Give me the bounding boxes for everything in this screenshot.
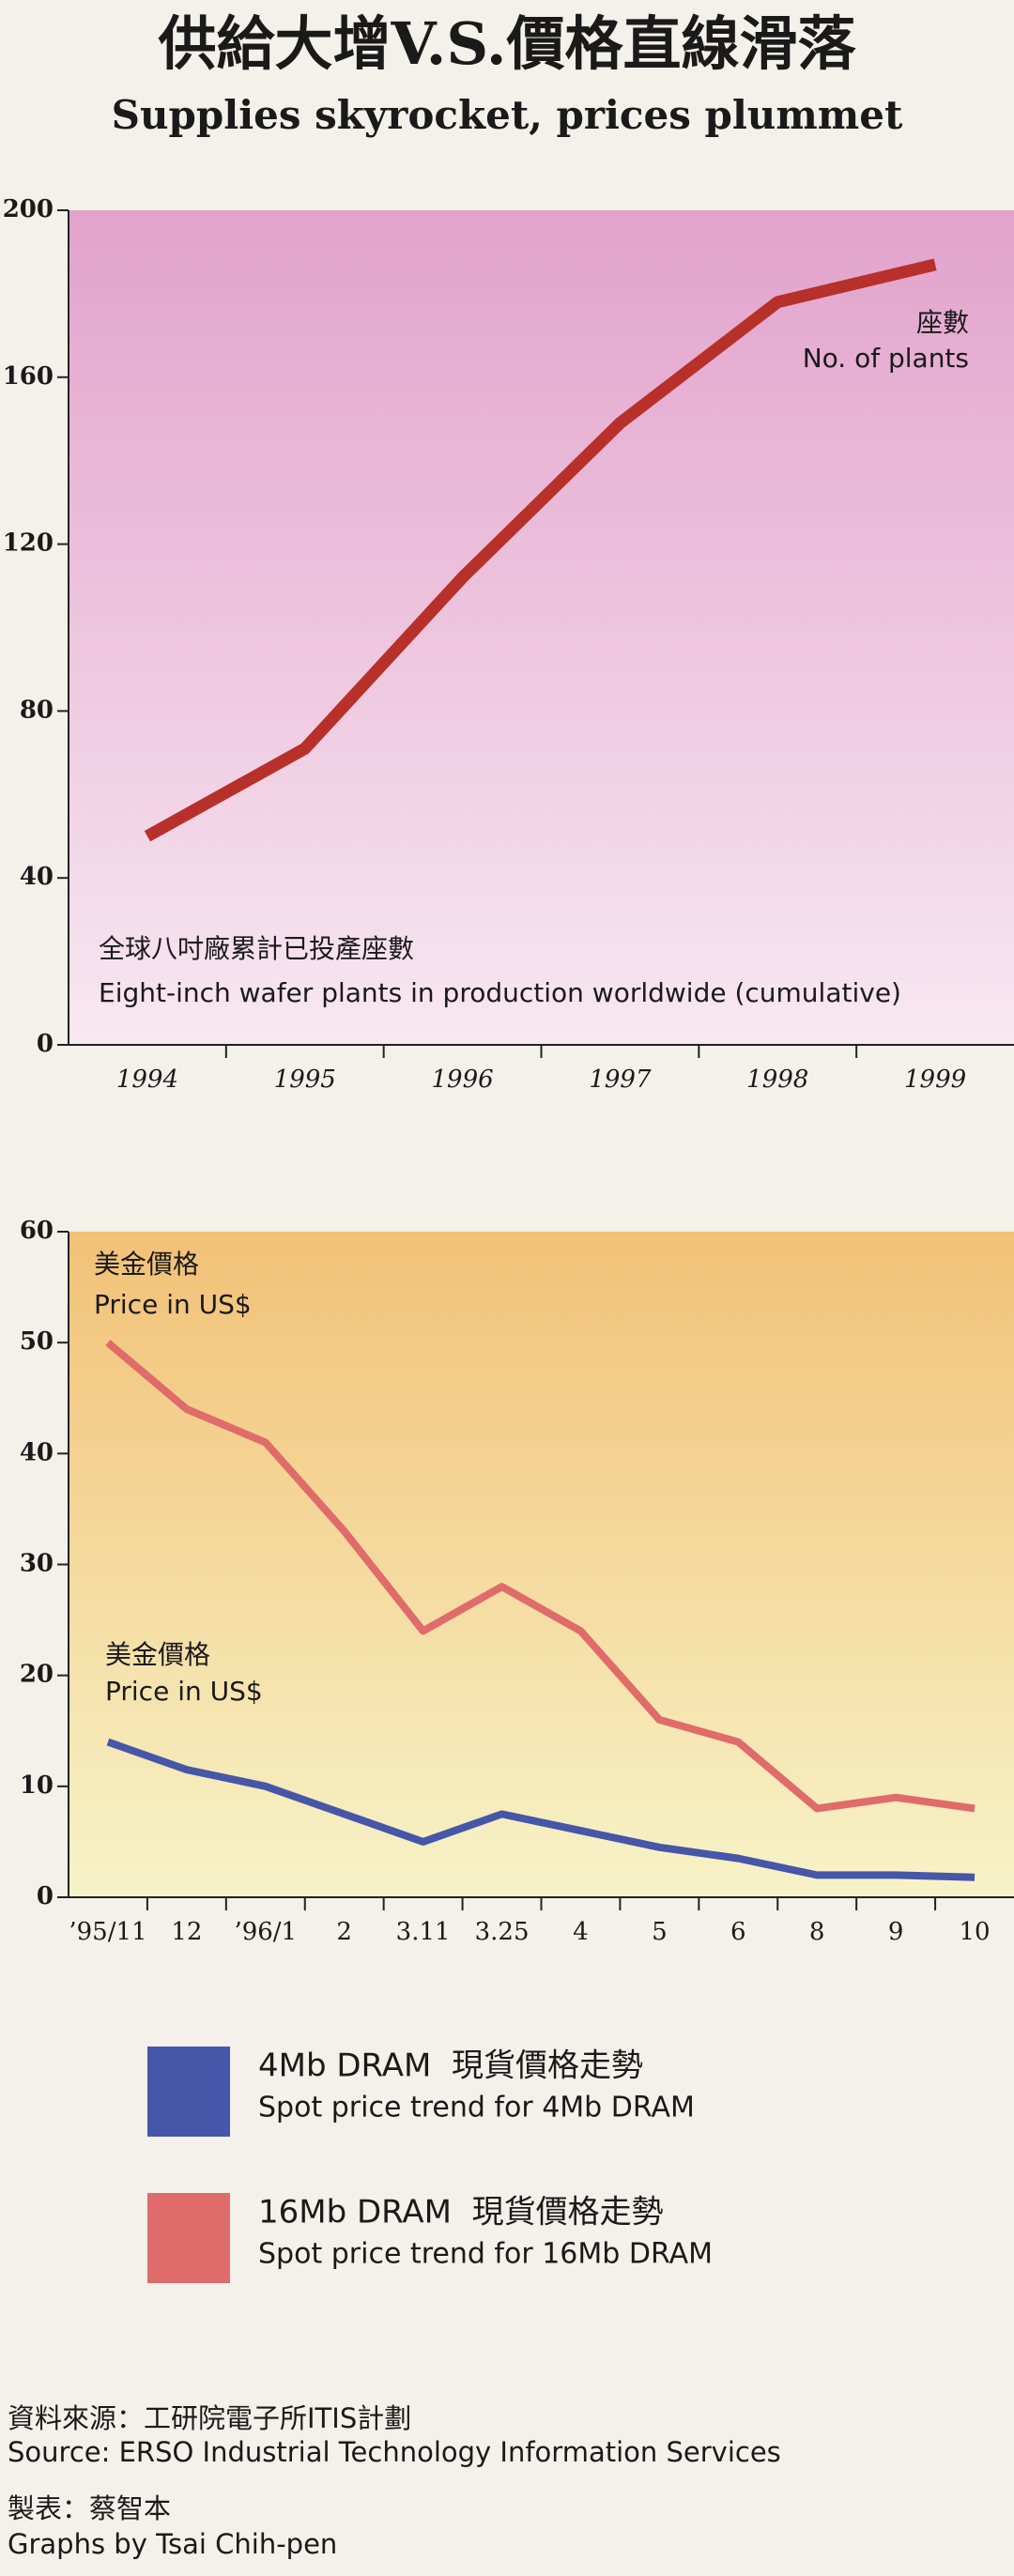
x-tick-label: 9 [888,1918,904,1946]
legend-label: Spot price trend for 16Mb DRAM [258,2238,713,2271]
legend-label: 16Mb DRAM 現貨價格走勢 [258,2194,664,2231]
y-tick-label: 160 [3,362,54,391]
x-tick-label: 1996 [431,1066,493,1094]
plot-background [69,1232,1014,1897]
annotation: Eight-inch wafer plants in production wo… [99,977,901,1008]
x-tick-label: 2 [336,1918,352,1946]
plot-background [69,210,1014,1045]
y-tick-label: 0 [37,1882,54,1910]
annotation: 美金價格 [94,1249,199,1280]
data-line [144,258,937,842]
x-tick-label: ’95/11 [69,1918,146,1946]
subtitle: Supplies skyrocket, prices plummet [112,92,903,138]
y-tick-label: 10 [20,1771,54,1800]
y-tick-label: 80 [20,696,54,724]
data-line [106,1738,976,1881]
x-tick-label: 1994 [116,1066,178,1094]
y-tick-label: 20 [20,1661,54,1689]
x-tick-label: 1995 [274,1066,336,1094]
source-note: 資料來源：工研院電子所ITIS計劃 [8,2402,411,2434]
annotation: 全球八吋廠累計已投產座數 [99,933,414,964]
annotation: Price in US$ [94,1289,252,1320]
annotation: 座數 [916,307,969,338]
source-note: Source: ERSO Industrial Technology Infor… [8,2436,781,2468]
annotation: 美金價格 [105,1639,210,1670]
x-tick-label: 12 [171,1918,202,1946]
title: 供給大增V.S.價格直線滑落 [158,9,856,78]
x-tick-label: 4 [573,1918,589,1946]
x-tick-label: 3.11 [396,1918,451,1946]
legend-label: Spot price trend for 4Mb DRAM [258,2092,695,2124]
x-tick-label: ’96/1 [234,1918,297,1946]
x-tick-label: 8 [809,1918,825,1946]
y-tick-label: 50 [20,1327,54,1356]
annotation: Price in US$ [105,1676,263,1707]
legend-swatch [147,2047,230,2137]
x-tick-label: 5 [652,1918,668,1946]
data-line [105,1340,976,1813]
annotation: No. of plants [803,343,969,374]
y-tick-label: 30 [20,1550,54,1578]
x-tick-label: 10 [959,1918,990,1946]
x-tick-label: 1997 [589,1066,652,1094]
x-tick-label: 6 [730,1918,746,1946]
credit-note: Graphs by Tsai Chih-pen [8,2528,337,2560]
y-tick-label: 120 [3,529,54,558]
legend-label: 4Mb DRAM 現貨價格走勢 [258,2047,643,2085]
x-tick-label: 1998 [746,1066,808,1094]
credit-note: 製表：蔡智本 [8,2492,171,2524]
y-tick-label: 200 [3,195,54,223]
x-tick-label: 1999 [904,1066,966,1094]
legend-swatch [147,2193,230,2283]
y-tick-label: 0 [37,1030,54,1058]
y-tick-label: 60 [20,1217,54,1245]
x-tick-label: 3.25 [475,1918,530,1946]
y-tick-label: 40 [20,863,54,891]
y-tick-label: 40 [20,1438,54,1466]
